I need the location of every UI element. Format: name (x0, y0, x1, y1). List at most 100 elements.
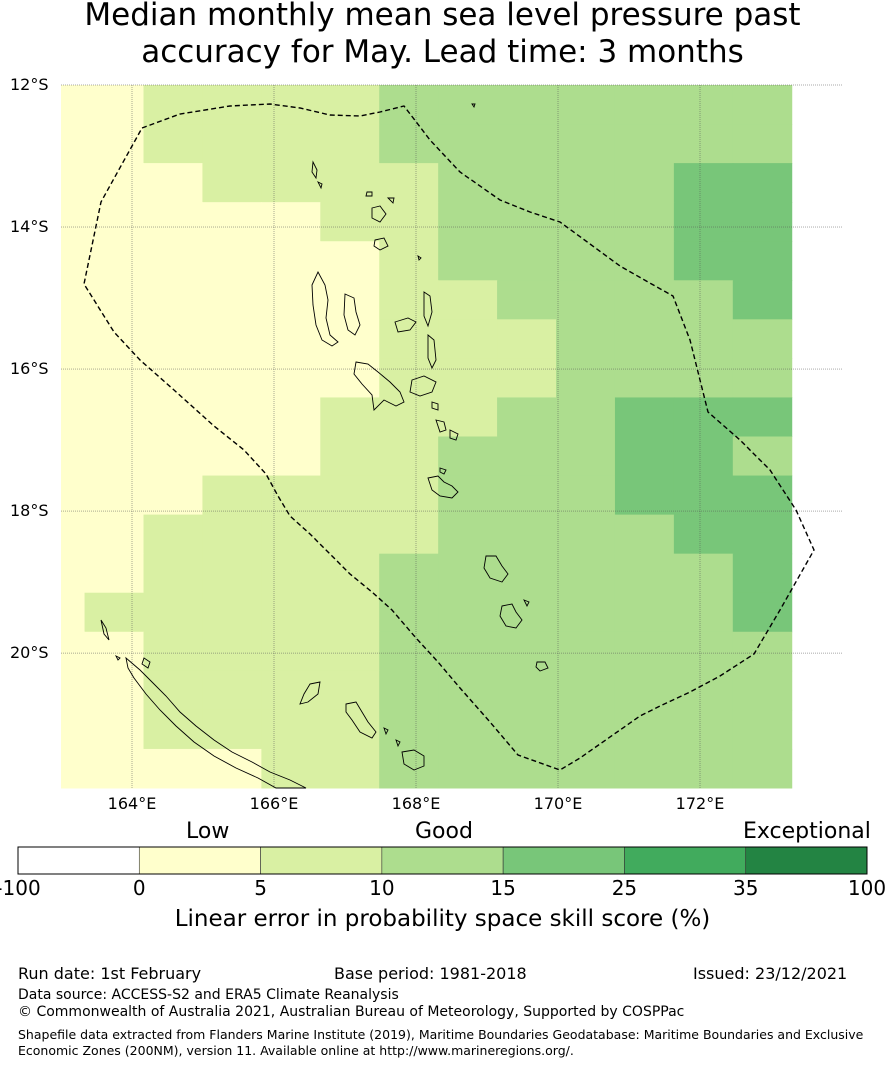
colorbar-tick-label: 100 (847, 876, 885, 900)
island-outline (394, 317, 417, 333)
colorbar-tick-label: -100 (0, 876, 41, 900)
skill-cell (84, 241, 145, 281)
island-outline (371, 205, 387, 223)
skill-cell (497, 436, 557, 477)
colorbar-title: Linear error in probability space skill … (174, 906, 711, 932)
shapefile-credit-line-2: Economic Zones (200NM), version 11. Avai… (18, 1043, 574, 1058)
skill-cell (438, 202, 498, 242)
skill-cell (320, 748, 380, 789)
skill-cell (732, 85, 793, 125)
island-outline (395, 739, 401, 748)
skill-cell (143, 436, 203, 477)
island-outline (483, 555, 509, 583)
skill-cell (673, 709, 734, 750)
skill-cell (320, 319, 380, 359)
skill-cell (497, 397, 557, 437)
skill-cell (143, 514, 203, 555)
skill-cell (732, 124, 793, 164)
skill-cell (732, 202, 793, 242)
skill-cell (202, 514, 262, 555)
colorbar-outline (17, 846, 868, 875)
shapefile-credit-line-1: Shapefile data extracted from Flanders M… (18, 1027, 864, 1042)
longitude-label: 170°E (533, 794, 583, 813)
skill-cell (614, 397, 675, 437)
skill-cell (143, 319, 203, 359)
title-line-2: accuracy for May. Lead time: 3 months (141, 34, 744, 70)
skill-cell (320, 85, 380, 125)
skill-cell (438, 358, 498, 398)
island-outline (535, 661, 549, 672)
skill-cell (732, 358, 793, 398)
skill-cell (438, 553, 498, 594)
skill-cell (84, 709, 145, 750)
skill-cell (84, 397, 145, 437)
skill-cell (438, 85, 498, 125)
skill-cell (261, 319, 321, 359)
skill-cell (143, 709, 203, 750)
island-outline (427, 334, 437, 370)
skill-cell (556, 358, 616, 398)
skill-cell (732, 670, 793, 711)
eez-boundary (83, 103, 815, 771)
island-outline (343, 293, 361, 336)
skill-cell (61, 709, 86, 750)
skill-cell (438, 709, 498, 750)
skill-cell (261, 124, 321, 164)
skill-cell (614, 592, 675, 633)
issued-date: Issued: 23/12/2021 (693, 964, 848, 983)
skill-cell (143, 163, 203, 203)
skill-cell (614, 241, 675, 281)
skill-grid (61, 85, 793, 789)
skill-cell (84, 553, 145, 594)
skill-cell (673, 631, 734, 672)
latitude-label: 16°S (10, 359, 49, 379)
skill-cell (497, 709, 557, 750)
skill-cell (673, 85, 734, 125)
skill-cell (379, 592, 439, 633)
skill-cell (84, 748, 145, 789)
skill-cell (732, 280, 793, 320)
island-outline (499, 603, 523, 629)
skill-cell (556, 475, 616, 516)
colorbar-tick-label: 10 (369, 876, 395, 900)
skill-cell (261, 670, 321, 711)
island-outline (383, 727, 389, 736)
skill-cell (732, 631, 793, 672)
skill-cell (556, 670, 616, 711)
skill-cell (320, 358, 380, 398)
skill-cell (732, 748, 793, 789)
category-exceptional: Exceptional (743, 819, 871, 844)
skill-cell (614, 475, 675, 516)
skill-cell (438, 280, 498, 320)
skill-cell (673, 514, 734, 555)
skill-cell (497, 124, 557, 164)
skill-cell (614, 631, 675, 672)
skill-cell (202, 670, 262, 711)
skill-cell (438, 514, 498, 555)
skill-cell (379, 748, 439, 789)
skill-cell (261, 748, 321, 789)
skill-cell (673, 553, 734, 594)
data-source: Data source: ACCESS-S2 and ERA5 Climate … (18, 987, 399, 1003)
island-outline (373, 237, 389, 251)
run-date: Run date: 1st February (18, 964, 202, 983)
skill-cell (438, 475, 498, 516)
base-period: Base period: 1981-2018 (334, 964, 527, 983)
longitude-label: 166°E (249, 794, 299, 813)
skill-cell (261, 280, 321, 320)
skill-cell (556, 748, 616, 789)
skill-cell (497, 85, 557, 125)
skill-cell (673, 592, 734, 633)
category-good: Good (415, 819, 473, 844)
skill-cell (84, 475, 145, 516)
skill-cell (202, 358, 262, 398)
colorbar-tick-label: 25 (611, 876, 638, 900)
skill-cell (438, 319, 498, 359)
longitude-label: 164°E (107, 794, 157, 813)
skill-cell (614, 124, 675, 164)
skill-cell (614, 553, 675, 594)
skill-cell (556, 592, 616, 633)
skill-cell (84, 436, 145, 477)
island-outline (431, 401, 439, 411)
skill-cell (143, 592, 203, 633)
